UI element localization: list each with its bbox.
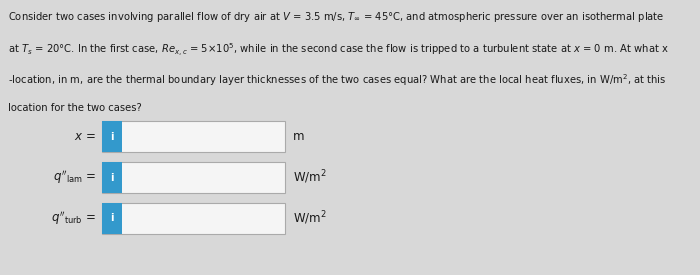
Text: i: i (110, 213, 113, 224)
FancyBboxPatch shape (102, 121, 285, 152)
Text: Consider two cases involving parallel flow of dry air at $V$ = 3.5 m/s, $T_\inft: Consider two cases involving parallel fl… (8, 10, 665, 24)
Text: i: i (110, 173, 113, 183)
Text: i: i (110, 132, 113, 142)
Text: m: m (293, 130, 304, 143)
FancyBboxPatch shape (102, 203, 285, 234)
Text: at $T_s$ = 20°C. In the first case, $Re_{x,c}$ = 5×10$^5$, while in the second c: at $T_s$ = 20°C. In the first case, $Re_… (8, 41, 669, 58)
Text: W/m$^2$: W/m$^2$ (293, 169, 327, 186)
Text: $q''_{\mathrm{lam}}$ =: $q''_{\mathrm{lam}}$ = (52, 169, 96, 186)
Text: $x$ =: $x$ = (74, 130, 96, 143)
FancyBboxPatch shape (102, 162, 122, 193)
Text: -location, in m, are the thermal boundary layer thicknesses of the two cases equ: -location, in m, are the thermal boundar… (8, 72, 666, 88)
Text: $q''_{\mathrm{turb}}$ =: $q''_{\mathrm{turb}}$ = (51, 210, 96, 227)
FancyBboxPatch shape (102, 203, 122, 234)
FancyBboxPatch shape (102, 121, 122, 152)
FancyBboxPatch shape (102, 162, 285, 193)
Text: location for the two cases?: location for the two cases? (8, 103, 142, 114)
Text: W/m$^2$: W/m$^2$ (293, 210, 327, 227)
